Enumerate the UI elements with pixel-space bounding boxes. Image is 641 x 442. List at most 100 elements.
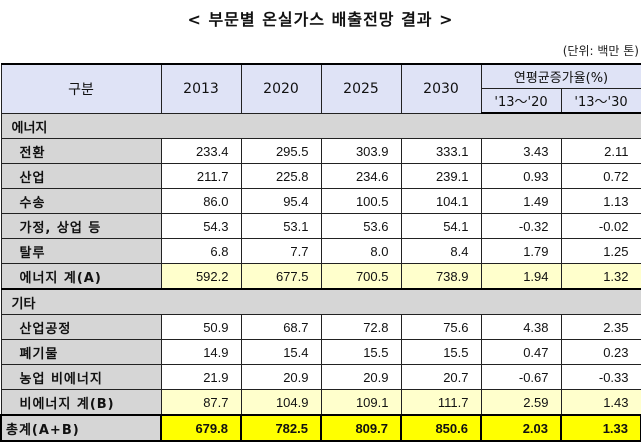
row-label: 폐기물: [0, 339, 162, 365]
value-cell: -0.33: [560, 364, 641, 390]
value-cell: 8.4: [400, 238, 482, 264]
value-cell: 0.72: [560, 163, 641, 189]
table-row: 탈루 6.8 7.7 8.0 8.4 1.79 1.25: [0, 238, 641, 264]
value-cell: 295.5: [240, 138, 322, 164]
row-label: 탈루: [0, 238, 162, 264]
header-year: 2013: [160, 63, 242, 114]
table-row: 농업 비에너지 21.9 20.9 20.9 20.7 -0.67 -0.33: [0, 364, 641, 390]
value-cell: 0.23: [560, 339, 641, 365]
value-cell: 333.1: [400, 138, 482, 164]
value-cell: 54.1: [400, 213, 482, 239]
value-cell: 8.0: [320, 238, 402, 264]
total-row: 총계(A+B) 679.8 782.5 809.7 850.6 2.03 1.33: [0, 414, 641, 442]
value-cell: 809.7: [320, 414, 402, 442]
value-cell: 68.7: [240, 314, 322, 340]
value-cell: 679.8: [160, 414, 242, 442]
value-cell: 109.1: [320, 389, 402, 416]
unit-note: (단위: 백만 톤): [562, 44, 639, 58]
subtotal-row: 비에너지 계(B) 87.7 104.9 109.1 111.7 2.59 1.43: [0, 389, 641, 416]
value-cell: 50.9: [160, 314, 242, 340]
header-year: 2030: [400, 63, 482, 114]
value-cell: 0.47: [480, 339, 562, 365]
table-row: 폐기물 14.9 15.4 15.5 15.5 0.47 0.23: [0, 339, 641, 365]
value-cell: 225.8: [240, 163, 322, 189]
value-cell: 111.7: [400, 389, 482, 416]
row-label: 산업공정: [0, 314, 162, 340]
value-cell: 738.9: [400, 263, 482, 290]
value-cell: 2.35: [560, 314, 641, 340]
value-cell: 700.5: [320, 263, 402, 290]
value-cell: 53.6: [320, 213, 402, 239]
row-label: 농업 비에너지: [0, 364, 162, 390]
section-row: 에너지: [0, 112, 641, 139]
value-cell: 21.9: [160, 364, 242, 390]
value-cell: 1.94: [480, 263, 562, 290]
row-label: 에너지 계(A): [0, 263, 162, 290]
value-cell: 3.43: [480, 138, 562, 164]
header-year: 2025: [320, 63, 402, 114]
value-cell: 2.11: [560, 138, 641, 164]
value-cell: 4.38: [480, 314, 562, 340]
value-cell: 2.59: [480, 389, 562, 416]
value-cell: 1.33: [559, 414, 641, 442]
table-row: 산업공정 50.9 68.7 72.8 75.6 4.38 2.35: [0, 314, 641, 340]
value-cell: 20.9: [240, 364, 322, 390]
value-cell: 87.7: [160, 389, 242, 416]
value-cell: 53.1: [240, 213, 322, 239]
table-row: 전환 233.4 295.5 303.9 333.1 3.43 2.11: [0, 138, 641, 164]
value-cell: 15.4: [240, 339, 322, 365]
value-cell: 20.7: [400, 364, 482, 390]
row-label: 수송: [0, 188, 162, 214]
value-cell: 100.5: [320, 188, 402, 214]
value-cell: 1.13: [560, 188, 641, 214]
row-label: 가정, 상업 등: [0, 213, 162, 239]
value-cell: 15.5: [400, 339, 482, 365]
table-row: 수송 86.0 95.4 100.5 104.1 1.49 1.13: [0, 188, 641, 214]
value-cell: 14.9: [160, 339, 242, 365]
table-row: 산업 211.7 225.8 234.6 239.1 0.93 0.72: [0, 163, 641, 189]
value-cell: -0.67: [480, 364, 562, 390]
value-cell: 6.8: [160, 238, 242, 264]
value-cell: -0.02: [560, 213, 641, 239]
value-cell: 104.1: [400, 188, 482, 214]
value-cell: 677.5: [240, 263, 322, 290]
value-cell: 20.9: [320, 364, 402, 390]
header-growth: 연평균증가율(%): [480, 63, 641, 89]
section-label: 에너지: [0, 112, 641, 139]
value-cell: 15.5: [320, 339, 402, 365]
page-title: < 부문별 온실가스 배출전망 결과 >: [187, 10, 454, 29]
value-cell: 1.32: [560, 263, 641, 290]
row-label: 비에너지 계(B): [0, 389, 162, 416]
header-growth-period: '13～'30: [560, 88, 641, 114]
value-cell: 1.79: [480, 238, 562, 264]
value-cell: 1.25: [560, 238, 641, 264]
value-cell: 303.9: [320, 138, 402, 164]
value-cell: 239.1: [400, 163, 482, 189]
section-row: 기타: [0, 288, 641, 315]
value-cell: 54.3: [160, 213, 242, 239]
subtotal-row: 에너지 계(A) 592.2 677.5 700.5 738.9 1.94 1.32: [0, 263, 641, 290]
header-category: 구분: [0, 63, 162, 114]
value-cell: 0.93: [480, 163, 562, 189]
value-cell: 86.0: [160, 188, 242, 214]
value-cell: 95.4: [240, 188, 322, 214]
value-cell: 211.7: [160, 163, 242, 189]
header-year: 2020: [240, 63, 322, 114]
value-cell: 7.7: [240, 238, 322, 264]
value-cell: 850.6: [400, 414, 482, 442]
value-cell: 592.2: [160, 263, 242, 290]
value-cell: 782.5: [240, 414, 322, 442]
value-cell: 72.8: [320, 314, 402, 340]
value-cell: 233.4: [160, 138, 242, 164]
row-label: 전환: [0, 138, 162, 164]
emissions-table: 구분 2013 2020 2025 2030 연평균증가율(%) '13～'20…: [0, 63, 641, 442]
value-cell: 2.03: [480, 414, 562, 442]
header-growth-period: '13～'20: [480, 88, 562, 114]
value-cell: 234.6: [320, 163, 402, 189]
row-label: 총계(A+B): [0, 414, 162, 442]
value-cell: 1.43: [560, 389, 641, 416]
section-label: 기타: [0, 288, 641, 315]
value-cell: 104.9: [240, 389, 322, 416]
value-cell: 1.49: [480, 188, 562, 214]
value-cell: 75.6: [400, 314, 482, 340]
